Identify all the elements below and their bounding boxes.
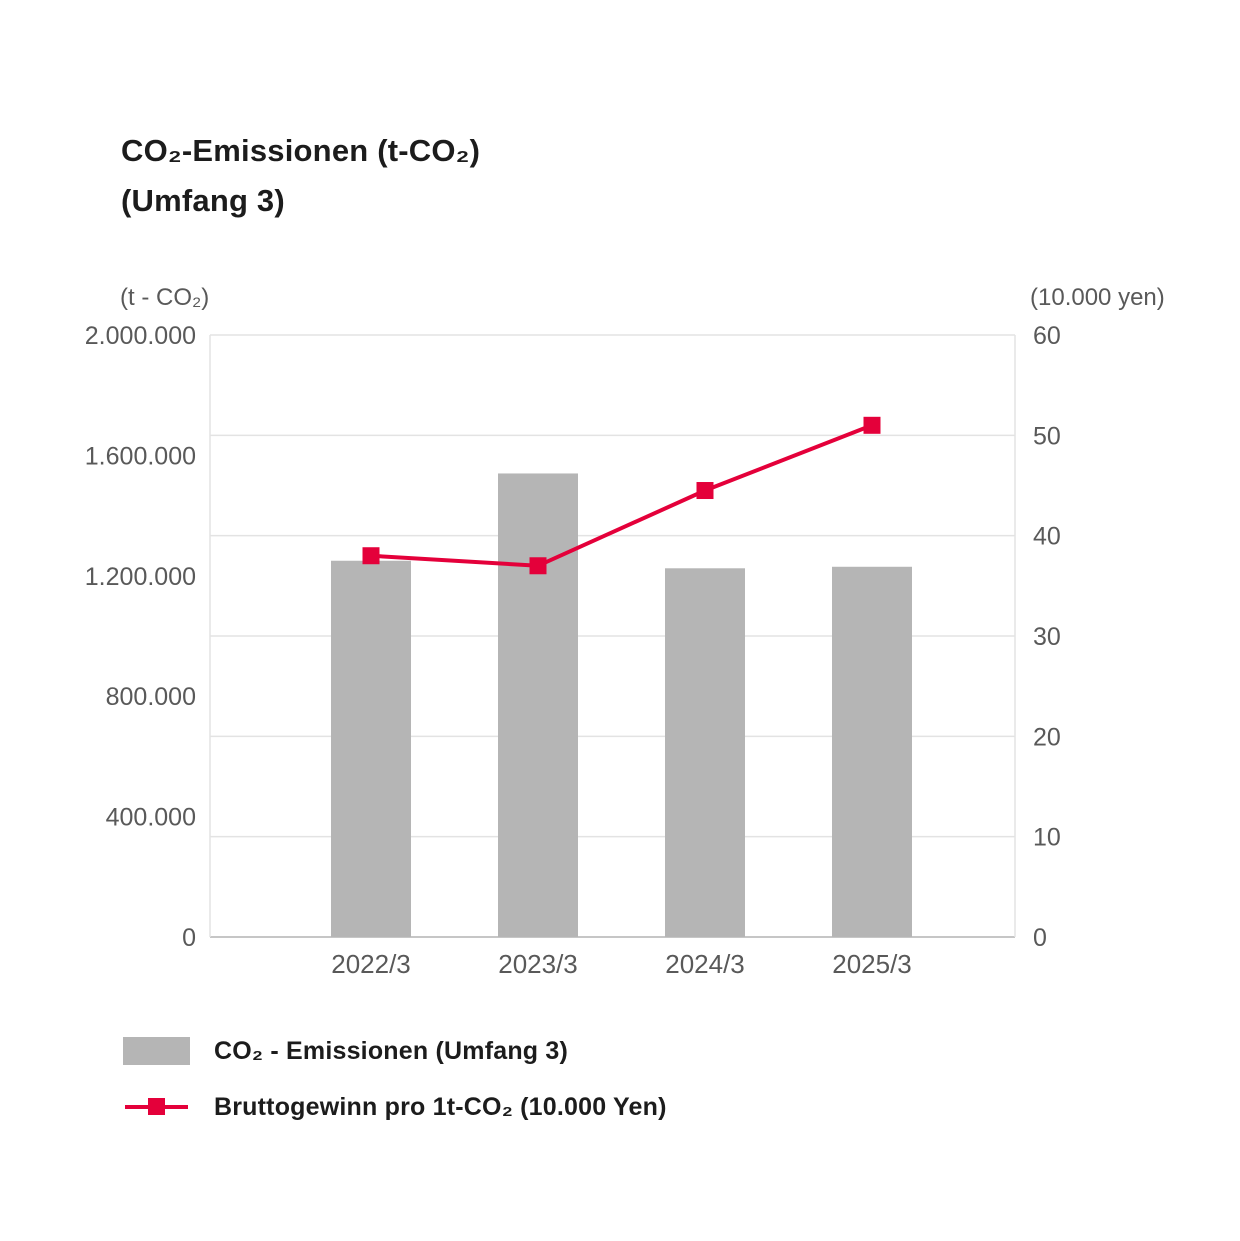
marker-2024/3: [696, 482, 714, 500]
bar-2024/3: [665, 568, 745, 937]
left-tick-label: 2.000.000: [85, 322, 196, 350]
right-tick-label: 0: [1033, 924, 1047, 952]
chart-title: CO₂-Emissionen (t-CO₂) (Umfang 3): [121, 126, 480, 226]
marker-2022/3: [362, 547, 380, 565]
line-series-swatch-icon: [125, 1098, 188, 1115]
chart-title-line1: CO₂-Emissionen (t-CO₂): [121, 133, 481, 168]
right-tick-label: 30: [1033, 623, 1061, 651]
left-tick-label: 800.000: [106, 683, 196, 711]
right-tick-label: 40: [1033, 523, 1061, 551]
category-label: 2024/3: [665, 949, 745, 979]
left-tick-label: 400.000: [106, 804, 196, 832]
category-label: 2022/3: [331, 949, 411, 979]
category-label: 2025/3: [832, 949, 912, 979]
legend-label-gross-profit: Bruttogewinn pro 1t-CO₂ (10.000 Yen): [214, 1092, 667, 1121]
left-axis-unit-label: (t - CO₂): [120, 284, 210, 311]
left-tick-label: 1.200.000: [85, 563, 196, 591]
bar-2025/3: [832, 566, 912, 937]
chart-title-line2: (Umfang 3): [121, 183, 285, 218]
legend-row-emissions: CO₂ - Emissionen (Umfang 3): [123, 1033, 667, 1069]
category-label: 2023/3: [498, 949, 578, 979]
right-tick-label: 10: [1033, 824, 1061, 852]
right-tick-label: 50: [1033, 422, 1061, 450]
left-tick-label: 0: [182, 924, 196, 952]
right-tick-label: 60: [1033, 322, 1061, 350]
marker-2025/3: [863, 416, 881, 434]
bar-2022/3: [331, 560, 411, 937]
right-axis-unit-label: (10.000 yen): [1030, 284, 1165, 311]
legend-row-gross-profit: Bruttogewinn pro 1t-CO₂ (10.000 Yen): [123, 1089, 667, 1125]
gross-profit-line: [370, 423, 873, 568]
bar-2023/3: [498, 473, 578, 937]
right-tick-label: 20: [1033, 723, 1061, 751]
bar-series-swatch-icon: [123, 1037, 190, 1065]
marker-2023/3: [529, 557, 547, 575]
legend: CO₂ - Emissionen (Umfang 3) Bruttogewinn…: [123, 1033, 667, 1145]
left-tick-label: 1.600.000: [85, 442, 196, 470]
legend-label-emissions: CO₂ - Emissionen (Umfang 3): [214, 1036, 569, 1065]
